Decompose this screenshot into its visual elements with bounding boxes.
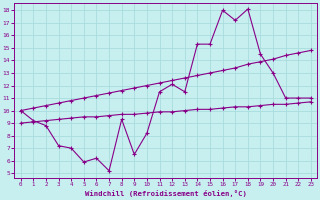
X-axis label: Windchill (Refroidissement éolien,°C): Windchill (Refroidissement éolien,°C) (85, 190, 247, 197)
